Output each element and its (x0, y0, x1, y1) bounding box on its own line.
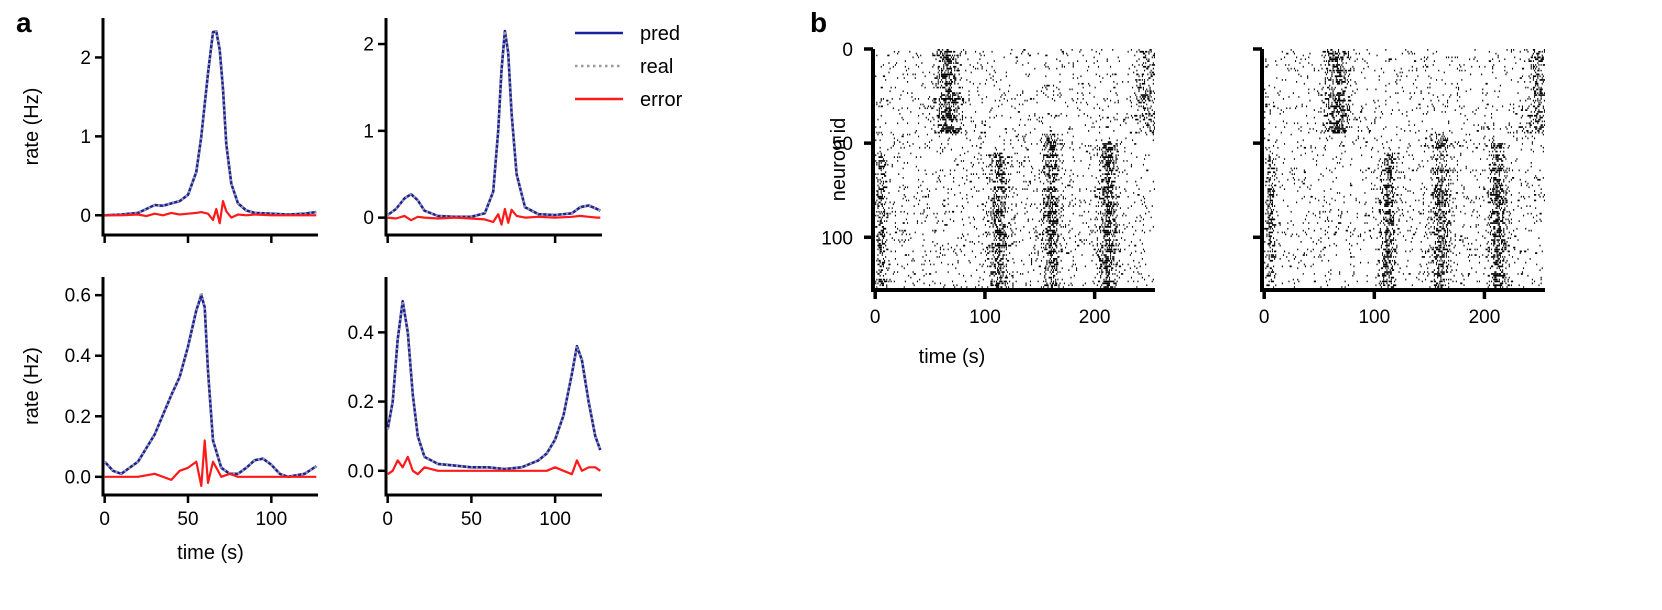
series-error (104, 200, 317, 225)
y-tick-label: 2 (363, 35, 374, 56)
raster-left: 0 50 100 0 100 200 neuron id time (s) (821, 40, 1155, 368)
series-error (387, 455, 601, 476)
y-tick-label: 0.2 (348, 392, 374, 413)
y-tick-label: 0.4 (348, 323, 375, 344)
y-tick-label: 1 (80, 127, 91, 148)
legend: pred real error (575, 23, 683, 111)
legend-label-error: error (640, 89, 683, 111)
y-tick-label: 50 (832, 134, 853, 155)
panel-letter-a: a (16, 7, 32, 38)
x-tick-label: 200 (1469, 307, 1501, 328)
y-tick-label: 0.2 (65, 407, 91, 428)
chart-bottom-left: 0.0 0.2 0.4 0.6 0 50 100 rate (Hz) time (s) (21, 277, 318, 564)
y-tick-label: 0.0 (65, 467, 91, 488)
x-axis-title: time (s) (919, 346, 986, 368)
series-real (387, 29, 601, 218)
x-tick-label: 200 (1079, 307, 1111, 328)
chart-top-right: 0 1 2 (363, 18, 602, 243)
x-tick-label: 100 (255, 509, 287, 530)
x-tick-label: 0 (99, 509, 110, 530)
panel-letter-b: b (810, 7, 827, 38)
y-axis-title: rate (Hz) (21, 88, 43, 166)
series-real (386, 300, 602, 471)
y-tick-label: 100 (821, 228, 853, 249)
legend-label-pred: pred (640, 23, 680, 45)
y-tick-label: 0.4 (65, 346, 92, 367)
y-tick-label: 2 (80, 48, 91, 69)
y-tick-label: 1 (363, 121, 374, 142)
y-tick-label: 0.0 (348, 461, 374, 482)
x-tick-label: 100 (539, 509, 571, 530)
y-tick-label: 0 (363, 208, 374, 229)
chart-bottom-right: 0.0 0.2 0.4 0 50 100 (348, 277, 602, 530)
series-pred (386, 299, 602, 471)
x-tick-label: 100 (1358, 307, 1390, 328)
legend-label-real: real (640, 56, 673, 78)
y-tick-label: 0.6 (65, 286, 91, 307)
series-real (104, 30, 317, 217)
chart-top-left: 0 1 2 rate (Hz) (21, 18, 318, 243)
spike-raster (1264, 49, 1545, 290)
spike-raster (875, 49, 1155, 290)
raster-right: 0 100 200 (1253, 47, 1545, 328)
x-tick-label: 0 (382, 509, 393, 530)
x-axis-title: time (s) (177, 542, 244, 564)
x-tick-label: 0 (1259, 307, 1270, 328)
y-axis-title: rate (Hz) (21, 347, 43, 425)
y-axis-title: neuron id (828, 118, 850, 201)
series-real (103, 291, 317, 478)
x-tick-label: 50 (177, 509, 198, 530)
x-tick-label: 0 (870, 307, 881, 328)
y-tick-label: 0 (80, 206, 91, 227)
x-tick-label: 50 (461, 509, 482, 530)
x-tick-label: 100 (969, 307, 1001, 328)
series-error (104, 439, 317, 487)
series-pred (103, 293, 318, 479)
y-tick-label: 0 (842, 40, 853, 61)
series-error (387, 207, 601, 226)
